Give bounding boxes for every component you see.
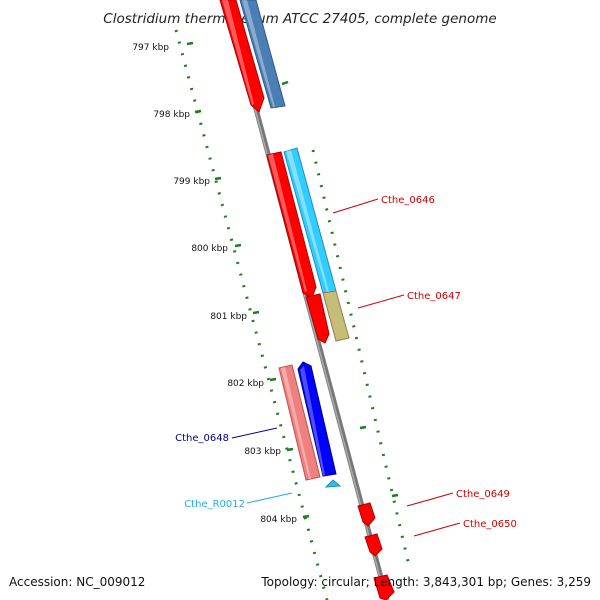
tick-label: 797 kbp	[132, 43, 169, 53]
tick-mark	[269, 377, 277, 382]
gene-feature[interactable]	[373, 574, 395, 600]
tick-label: 801 kbp	[210, 312, 247, 322]
tick-label: 803 kbp	[244, 447, 281, 457]
tick-mark	[234, 243, 242, 248]
tick-mark	[194, 109, 202, 114]
gene-label-cthe-r0012[interactable]: Cthe_R0012	[184, 499, 245, 510]
gene-feature[interactable]	[219, 0, 265, 113]
tick-mark	[186, 41, 194, 46]
gene-label-cthe-0648[interactable]: Cthe_0648	[175, 433, 229, 444]
gene-feature[interactable]	[278, 364, 321, 481]
gene-label-cthe-0646[interactable]: Cthe_0646	[381, 195, 435, 206]
gene-feature-cthe-0650[interactable]	[364, 533, 383, 557]
tick-label: 802 kbp	[227, 379, 264, 389]
gene-label-cthe-0647[interactable]: Cthe_0647	[407, 291, 461, 302]
gene-feature-cthe-0649[interactable]	[357, 502, 376, 527]
gene-feature-cthe-r0012[interactable]	[324, 479, 342, 488]
gene-feature-cthe-0648[interactable]	[297, 361, 337, 477]
gene-feature[interactable]	[266, 151, 317, 299]
gene-feature[interactable]	[239, 0, 286, 109]
gene-label-cthe-0650[interactable]: Cthe_0650	[463, 519, 517, 530]
tick-label: 800 kbp	[191, 244, 228, 254]
gene-feature-cthe-0647[interactable]	[322, 290, 350, 342]
tick-mark	[214, 176, 222, 181]
tick-label: 804 kbp	[260, 515, 297, 525]
tick-mark	[302, 514, 310, 519]
tick-label: 798 kbp	[153, 110, 190, 120]
accession-text: Accession: NC_009012	[9, 575, 145, 589]
ruler-line-left	[174, 29, 329, 600]
gene-feature[interactable]	[305, 293, 330, 344]
tick-mark	[286, 447, 294, 452]
gene-label-cthe-0649[interactable]: Cthe_0649	[456, 489, 510, 500]
tick-label: 799 kbp	[173, 177, 210, 187]
topology-text: Topology: circular; Length: 3,843,301 bp…	[260, 575, 591, 589]
tick-mark	[252, 310, 260, 315]
map-title: Clostridium thermocellum ATCC 27405, com…	[103, 11, 496, 27]
